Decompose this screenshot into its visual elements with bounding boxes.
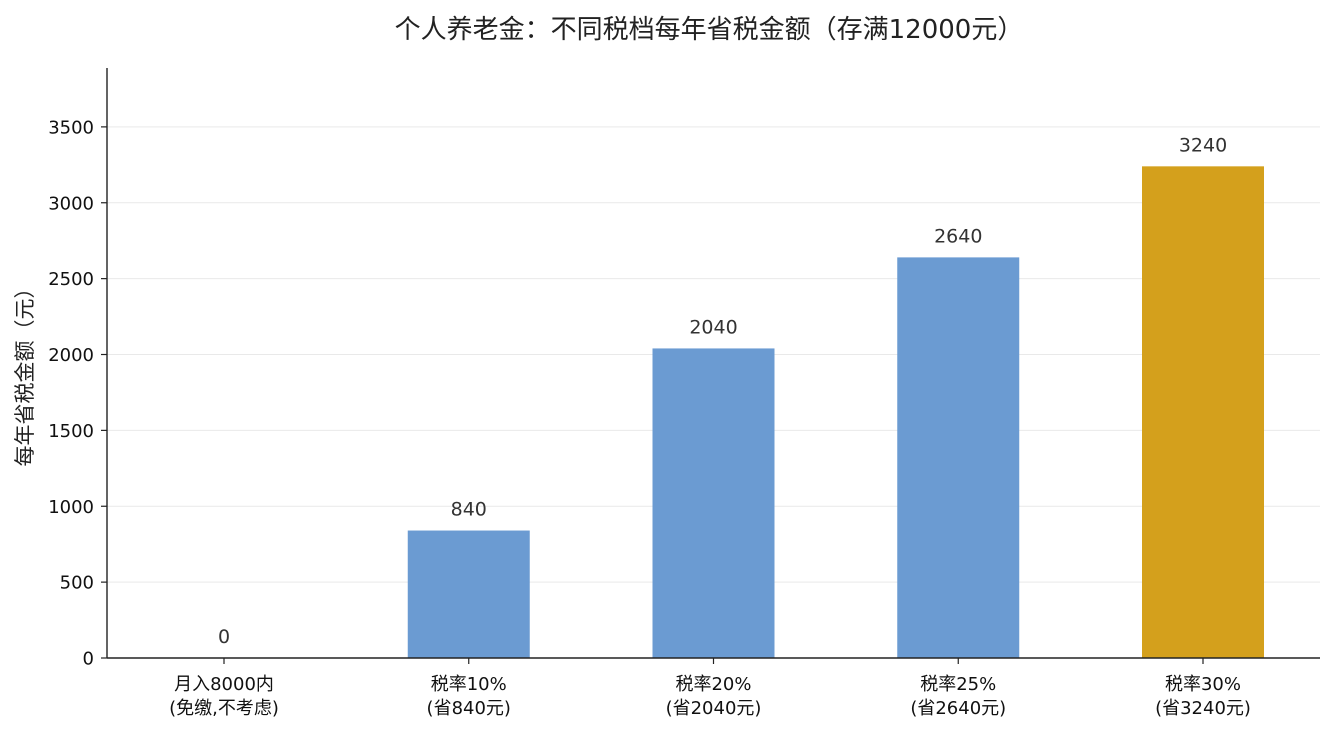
x-tick-label: (免缴,不考虑) — [169, 698, 279, 719]
x-tick-label: 税率20% — [675, 674, 751, 695]
x-tick-label: (省2040元) — [666, 698, 762, 719]
x-tick-label: (省840元) — [427, 698, 511, 719]
bar-value-label: 840 — [451, 499, 487, 521]
bar — [652, 348, 775, 658]
y-tick-label: 0 — [83, 649, 94, 670]
x-tick-label: (省2640元) — [910, 698, 1006, 719]
bars — [407, 166, 1264, 659]
y-axis-label: 每年省税金额（元） — [13, 278, 37, 467]
bar-value-label: 2040 — [689, 316, 737, 338]
x-tick-label: 月入8000内 — [174, 674, 274, 695]
data-labels: 0 840 2040 2640 3240 — [218, 134, 1227, 648]
y-tick-label: 2000 — [48, 345, 94, 366]
y-tick-label: 3500 — [48, 117, 94, 138]
y-tick-label: 1500 — [48, 421, 94, 442]
x-tick-label: 税率30% — [1165, 674, 1241, 695]
bar-value-label: 3240 — [1179, 134, 1227, 156]
chart-title: 个人养老金：不同税档每年省税金额（存满12000元） — [395, 15, 1024, 45]
axes: 0 500 1000 1500 2000 2500 3000 3500 月入8000内 (免缴,不… — [48, 68, 1320, 719]
y-tick-label: 500 — [60, 573, 94, 594]
x-tick-label: (省3240元) — [1155, 698, 1251, 719]
bar-value-label: 2640 — [934, 225, 982, 247]
y-tick-label: 3000 — [48, 193, 94, 214]
x-tick-label: 税率25% — [920, 674, 996, 695]
bar — [1142, 166, 1264, 659]
y-tick-label: 2500 — [48, 269, 94, 290]
x-tick-label: 税率10% — [431, 674, 507, 695]
y-tick-label: 1000 — [48, 497, 94, 518]
bar — [407, 530, 530, 658]
bar-value-label: 0 — [218, 626, 230, 648]
bar — [897, 257, 1020, 658]
